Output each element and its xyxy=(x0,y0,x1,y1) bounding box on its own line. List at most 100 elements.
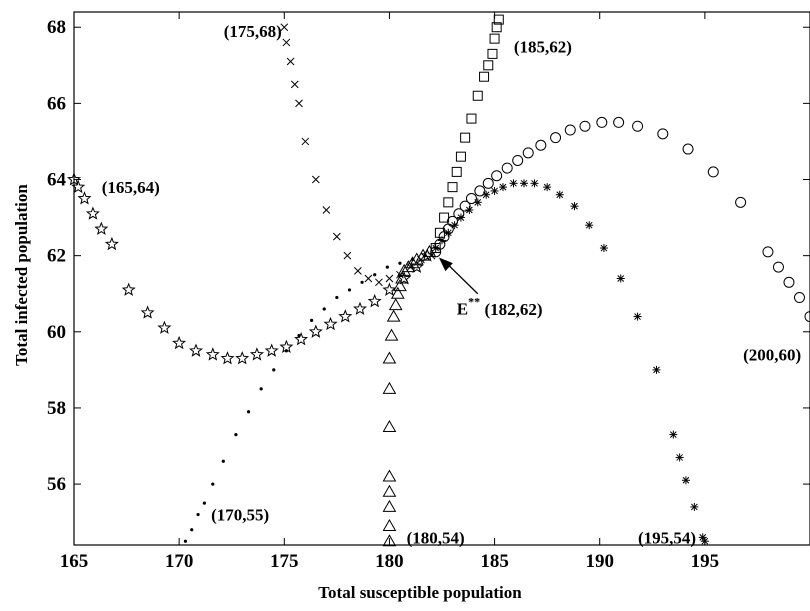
square-marker xyxy=(487,48,498,59)
x-marker-stroke xyxy=(417,255,425,264)
circle-marker xyxy=(550,132,562,144)
circle-marker xyxy=(632,120,644,132)
asterisk-marker-stroke xyxy=(571,202,578,210)
dot-marker xyxy=(398,261,402,265)
x-marker-stroke xyxy=(301,137,310,146)
square-marker xyxy=(472,90,483,101)
dot-marker xyxy=(373,273,377,277)
x-marker xyxy=(385,274,394,283)
asterisk-marker-stroke xyxy=(482,191,490,199)
x-marker-stroke xyxy=(385,274,394,283)
triangle-marker xyxy=(382,518,397,531)
x-axis-title: Total susceptible population xyxy=(318,583,522,602)
triangle-marker xyxy=(382,484,397,497)
star-marker xyxy=(121,282,136,296)
asterisk-marker xyxy=(498,183,507,192)
plot-area-frame xyxy=(73,11,810,546)
square-marker xyxy=(434,227,445,238)
point-annotation: (165,64) xyxy=(102,178,160,197)
star-marker xyxy=(382,282,397,296)
equilibrium-label: E** xyxy=(457,295,480,319)
asterisk-marker-stroke xyxy=(556,191,564,199)
point-annotation: (175,68) xyxy=(224,22,282,41)
square-marker xyxy=(491,22,502,33)
asterisk-marker-stroke xyxy=(617,275,625,282)
asterisk-marker-stroke xyxy=(491,187,498,195)
circle-marker xyxy=(682,143,694,155)
dot-marker xyxy=(183,539,188,543)
x-marker xyxy=(354,267,362,275)
star-marker xyxy=(294,332,309,346)
triangle-marker xyxy=(422,244,437,257)
star-marker xyxy=(189,343,204,357)
asterisk-marker xyxy=(543,183,552,192)
x-marker-stroke xyxy=(343,251,352,260)
dot-marker xyxy=(347,288,352,292)
x-marker xyxy=(375,278,383,287)
asterisk-marker xyxy=(599,244,608,253)
point-annotation: (170,55) xyxy=(211,506,269,525)
asterisk-marker-stroke xyxy=(520,179,528,187)
x-marker xyxy=(322,206,331,214)
equilibrium-label-letter: E xyxy=(457,300,468,319)
star-marker xyxy=(323,316,338,331)
triangle-marker xyxy=(384,328,399,341)
x-marker-stroke xyxy=(290,80,299,89)
triangle-marker xyxy=(382,469,397,482)
asterisk-marker-stroke xyxy=(531,179,538,187)
y-tick-label: 62 xyxy=(47,246,66,267)
x-marker-stroke xyxy=(286,57,295,66)
circle-marker xyxy=(613,116,625,128)
x-marker xyxy=(364,274,373,283)
x-marker xyxy=(311,175,320,184)
dot-marker xyxy=(246,410,251,414)
star-marker xyxy=(85,206,100,220)
asterisk-marker xyxy=(698,533,707,542)
dot-marker xyxy=(385,265,389,269)
x-tick-label: 170 xyxy=(165,551,194,572)
circle-marker xyxy=(707,166,719,178)
circle-marker xyxy=(772,261,784,273)
x-marker xyxy=(343,251,352,260)
dot-marker xyxy=(221,459,225,463)
asterisk-marker-stroke xyxy=(669,431,677,438)
triangle-marker xyxy=(401,260,416,273)
asterisk-marker xyxy=(509,179,518,188)
star-marker xyxy=(249,347,265,361)
x-marker-stroke xyxy=(354,267,362,275)
asterisk-marker-stroke xyxy=(634,313,641,320)
asterisk-marker xyxy=(616,274,625,283)
triangle-marker xyxy=(386,309,401,322)
dot-marker xyxy=(284,349,288,353)
y-axis-title: Total infected population xyxy=(12,184,31,366)
triangle-marker xyxy=(382,419,397,432)
asterisk-marker xyxy=(473,198,482,207)
asterisk-marker xyxy=(490,186,499,195)
asterisk-marker-stroke xyxy=(585,221,593,229)
asterisk-marker xyxy=(530,179,539,188)
y-tick-label: 56 xyxy=(47,474,66,495)
circle-marker xyxy=(482,177,494,189)
circle-marker xyxy=(596,116,608,128)
asterisk-marker-stroke xyxy=(510,179,517,187)
asterisk-marker xyxy=(633,312,642,321)
dot-marker xyxy=(297,334,301,338)
asterisk-marker xyxy=(570,202,579,211)
x-marker-stroke xyxy=(280,23,289,32)
asterisk-marker xyxy=(520,179,529,188)
circle-marker xyxy=(535,139,547,151)
asterisk-marker-stroke xyxy=(653,366,660,374)
star-marker xyxy=(205,347,220,361)
asterisk-marker-stroke xyxy=(499,183,507,191)
square-marker xyxy=(451,166,462,177)
circle-marker xyxy=(804,311,810,323)
x-tick-label: 195 xyxy=(691,551,720,572)
data-marks xyxy=(67,14,810,547)
x-tick-label: 180 xyxy=(375,551,404,572)
x-marker xyxy=(333,232,341,241)
x-marker-stroke xyxy=(311,175,320,184)
x-tick-label: 175 xyxy=(270,551,299,572)
asterisk-marker xyxy=(585,221,594,230)
circle-marker xyxy=(657,128,669,140)
